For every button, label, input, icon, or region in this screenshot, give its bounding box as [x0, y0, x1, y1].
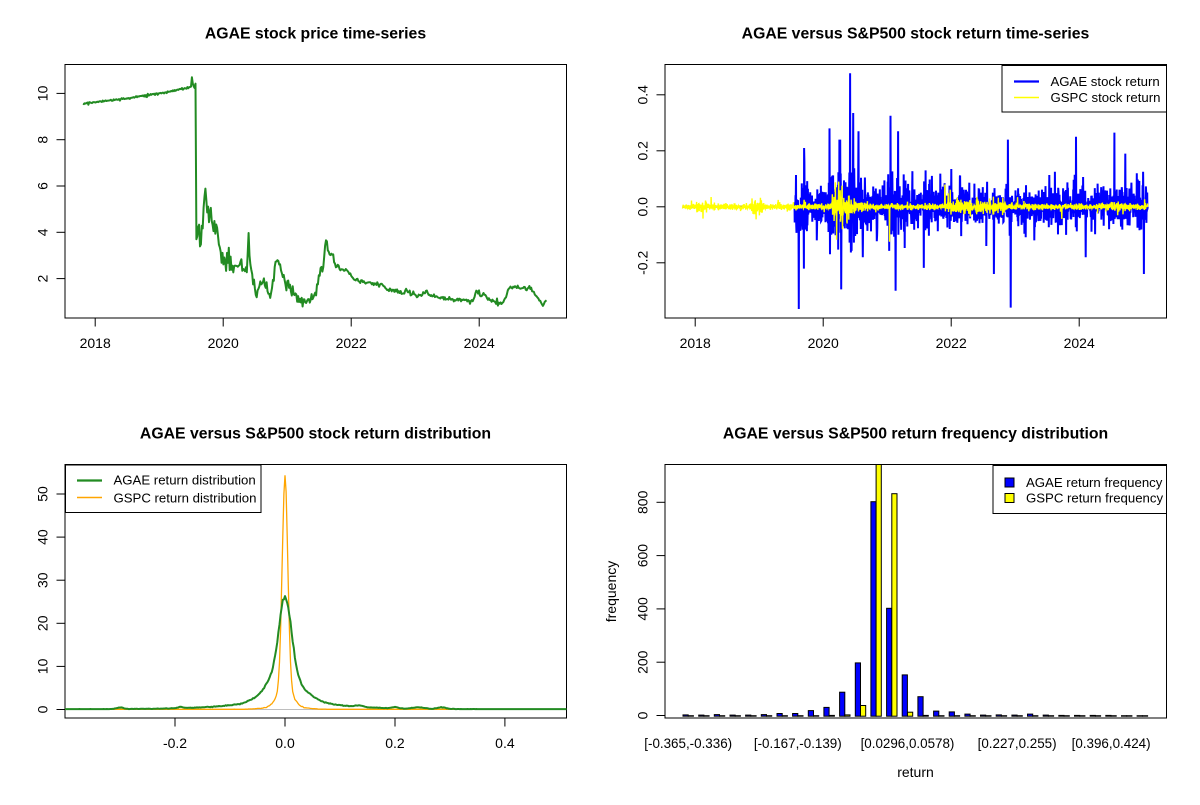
svg-text:4: 4: [35, 228, 51, 236]
svg-text:2020: 2020: [808, 335, 839, 351]
svg-text:return: return: [897, 764, 934, 780]
svg-text:-0.2: -0.2: [163, 735, 187, 751]
svg-text:0.2: 0.2: [635, 141, 651, 161]
svg-text:50: 50: [35, 486, 51, 502]
svg-text:40: 40: [35, 529, 51, 545]
svg-text:6: 6: [35, 182, 51, 190]
svg-text:2022: 2022: [336, 335, 367, 351]
svg-text:AGAE versus S&P500 return freq: AGAE versus S&P500 return frequency dist…: [723, 426, 1108, 443]
svg-text:AGAE stock price time-series: AGAE stock price time-series: [205, 26, 426, 43]
svg-text:frequency: frequency: [603, 561, 619, 622]
svg-text:2024: 2024: [1064, 335, 1095, 351]
svg-text:600: 600: [635, 544, 651, 568]
svg-text:400: 400: [635, 597, 651, 621]
svg-text:[-0.167,-0.139): [-0.167,-0.139): [754, 736, 842, 751]
svg-text:2024: 2024: [464, 335, 495, 351]
svg-text:0.0: 0.0: [635, 197, 651, 217]
svg-text:AGAE return distribution: AGAE return distribution: [114, 473, 256, 488]
svg-text:2020: 2020: [208, 335, 239, 351]
svg-text:AGAE stock return: AGAE stock return: [1051, 74, 1160, 89]
svg-text:200: 200: [635, 650, 651, 674]
svg-text:0.4: 0.4: [635, 85, 651, 105]
svg-text:20: 20: [35, 615, 51, 631]
svg-text:GSPC return distribution: GSPC return distribution: [114, 491, 257, 506]
svg-text:AGAE versus S&P500 stock retur: AGAE versus S&P500 stock return distribu…: [140, 426, 491, 443]
svg-text:2018: 2018: [80, 335, 111, 351]
svg-text:10: 10: [35, 658, 51, 674]
svg-text:2: 2: [35, 274, 51, 282]
svg-text:0.2: 0.2: [385, 735, 405, 751]
svg-text:10: 10: [35, 85, 51, 101]
svg-text:30: 30: [35, 572, 51, 588]
svg-text:GSPC return frequency: GSPC return frequency: [1026, 491, 1163, 506]
svg-text:0.0: 0.0: [275, 735, 295, 751]
svg-text:2022: 2022: [936, 335, 967, 351]
svg-text:0.4: 0.4: [495, 735, 515, 751]
svg-text:AGAE return frequency: AGAE return frequency: [1026, 475, 1163, 490]
svg-text:0: 0: [635, 711, 651, 719]
svg-text:[0.0296,0.0578): [0.0296,0.0578): [861, 736, 955, 751]
svg-text:GSPC stock return: GSPC stock return: [1051, 90, 1161, 105]
svg-text:[-0.365,-0.336): [-0.365,-0.336): [644, 736, 732, 751]
svg-text:8: 8: [35, 136, 51, 144]
svg-text:[0.396,0.424): [0.396,0.424): [1072, 736, 1151, 751]
svg-text:800: 800: [635, 490, 651, 514]
svg-text:0: 0: [35, 705, 51, 713]
svg-text:[0.227,0.255): [0.227,0.255): [978, 736, 1057, 751]
svg-text:AGAE versus S&P500 stock retur: AGAE versus S&P500 stock return time-ser…: [742, 26, 1090, 43]
svg-text:2018: 2018: [680, 335, 711, 351]
svg-text:-0.2: -0.2: [635, 251, 651, 275]
